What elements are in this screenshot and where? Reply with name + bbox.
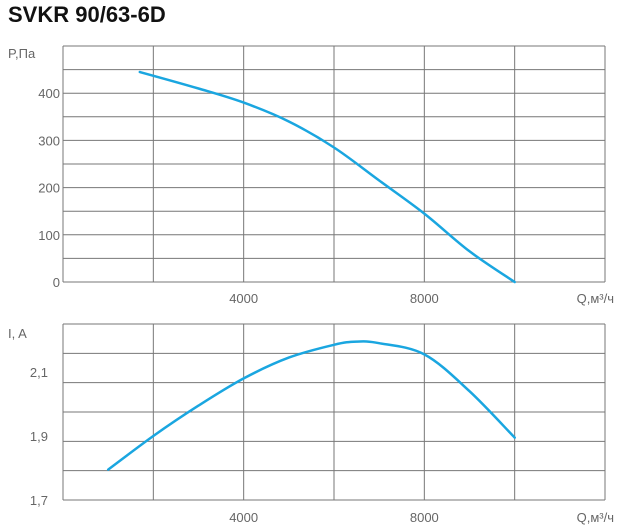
current-y-tick-label: 2,1 [30,365,48,380]
current-series-line [106,340,516,471]
current-x-tick-label: 4000 [229,510,258,525]
current-x-tick-label: 8000 [410,510,439,525]
pressure-x-tick-label: 8000 [410,291,439,306]
current-chart: 1,7 1,9 2,1 4000 8000 I, A Q,м³/ч [8,323,614,525]
pressure-y-tick-label: 300 [38,133,60,148]
pressure-y-tick-label: 0 [53,275,60,290]
pressure-y-tick-label: 100 [38,228,60,243]
current-y-tick-label: 1,7 [30,493,48,508]
pressure-y-axis-label: P,Па [8,46,36,61]
pressure-chart: 0 100 200 300 400 4000 8000 P,Па Q,м³/ч [8,45,614,306]
pressure-x-tick-label: 4000 [229,291,258,306]
pressure-y-tick-label: 400 [38,86,60,101]
current-x-axis-label: Q,м³/ч [577,510,614,525]
current-y-tick-label: 1,9 [30,429,48,444]
chart-title: SVKR 90/63-6D [8,2,166,27]
pressure-y-tick-label: 200 [38,181,60,196]
current-y-axis-label: I, A [8,326,27,341]
pressure-series-line [138,70,516,284]
pressure-x-axis-label: Q,м³/ч [577,291,614,306]
